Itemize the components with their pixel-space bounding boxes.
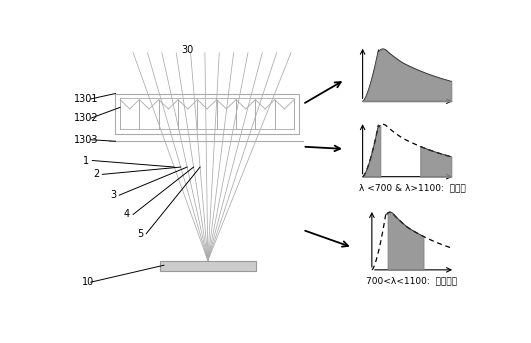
Text: 2: 2 <box>93 169 99 179</box>
Text: 3: 3 <box>110 190 116 200</box>
Text: 700<λ<1100:  光伏电池: 700<λ<1100: 光伏电池 <box>366 276 457 285</box>
Text: 1302: 1302 <box>74 113 98 123</box>
Text: 5: 5 <box>137 229 143 239</box>
Text: 4: 4 <box>124 210 130 220</box>
Text: λ <700 & λ>1100:  热利用: λ <700 & λ>1100: 热利用 <box>359 183 466 192</box>
Bar <box>160 261 256 271</box>
Text: 1303: 1303 <box>74 135 98 145</box>
Text: 1301: 1301 <box>74 94 98 104</box>
Text: 30: 30 <box>182 45 194 56</box>
Text: 1: 1 <box>83 155 89 166</box>
Text: 10: 10 <box>82 277 94 287</box>
